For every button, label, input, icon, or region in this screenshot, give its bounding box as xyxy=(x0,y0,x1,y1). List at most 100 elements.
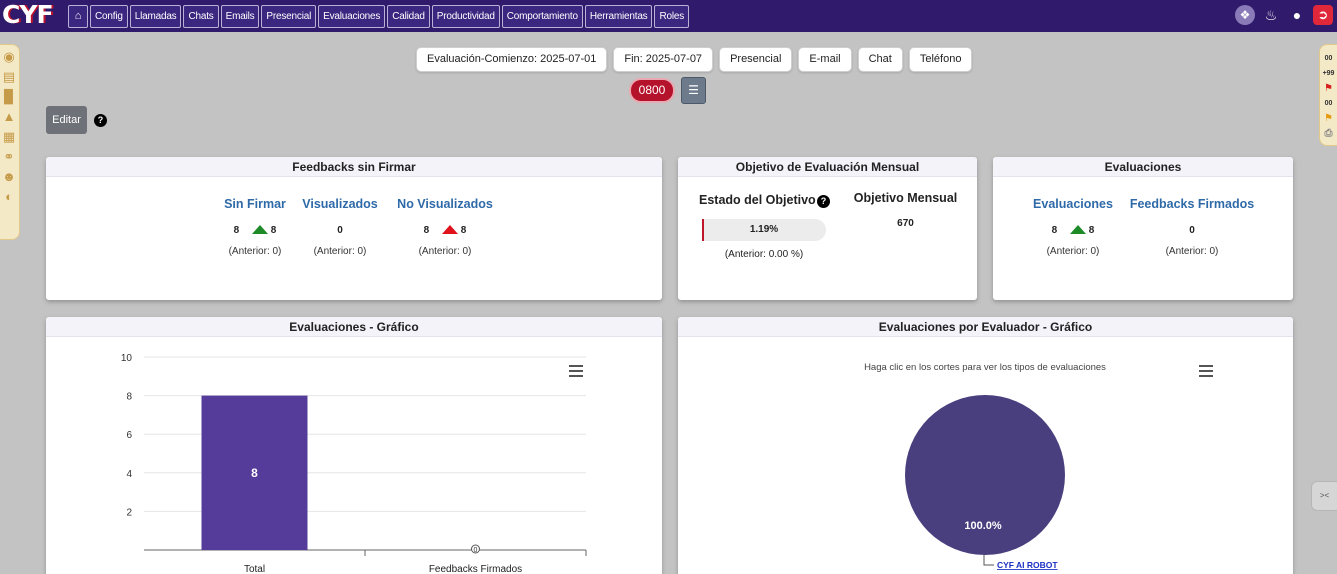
chat-bubbles-icon[interactable]: ❖ xyxy=(1235,5,1255,25)
0800-button[interactable]: 0800 xyxy=(629,78,675,103)
metric-no-visualizados: No Visualizados 8 8 (Anterior: 0) xyxy=(395,197,495,257)
metric-value: 0 xyxy=(1189,225,1195,236)
metric-value: 8 8 xyxy=(1028,225,1118,236)
progress-label: 1.19% xyxy=(749,224,779,235)
channel-filter-email[interactable]: E-mail xyxy=(798,47,852,72)
y-tick-label: 8 xyxy=(126,392,132,403)
nav-item-llamadas[interactable]: Llamadas xyxy=(129,5,182,28)
zero-value-marker xyxy=(471,544,480,554)
headset-icon[interactable]: ⚭ xyxy=(3,149,15,164)
channel-filter-chat[interactable]: Chat xyxy=(857,47,903,72)
speech-bubble-icon[interactable]: ◉ xyxy=(3,49,15,64)
red-flag-icon[interactable]: ⚑ xyxy=(1324,83,1333,94)
bar-data-label: 8 xyxy=(251,466,258,480)
objetivo-mensual-value: 670 xyxy=(897,218,914,229)
metric-number: 8 xyxy=(423,225,430,236)
home-icon[interactable]: ⌂ xyxy=(68,5,88,28)
metric-visualizados: Visualizados 0 (Anterior: 0) xyxy=(300,197,380,257)
metric-previous: (Anterior: 0) xyxy=(1046,246,1100,257)
progress-fill xyxy=(702,219,704,241)
card-title: Evaluaciones - Gráfico xyxy=(46,317,662,337)
metric-title[interactable]: No Visualizados xyxy=(397,197,493,211)
counter-value: 00 xyxy=(1324,55,1333,62)
metric-number: 8 xyxy=(1051,225,1058,236)
y-tick-label: 10 xyxy=(121,353,133,364)
bar-chart-card: Evaluaciones - Gráfico 2 4 6 8 10 8 Total 0 Feed… xyxy=(46,317,662,574)
metric-title[interactable]: Evaluaciones xyxy=(1033,197,1113,211)
nav-item-config[interactable]: Config xyxy=(90,5,128,28)
objetivo-card: Objetivo de Evaluación Mensual Estado de… xyxy=(678,157,977,300)
trend-up-icon xyxy=(252,225,268,234)
metric-previous: (Anterior: 0) xyxy=(418,246,472,257)
nav-item-presencial[interactable]: Presencial xyxy=(261,5,317,28)
trend-up-red-icon xyxy=(442,225,458,234)
pie-data-label: 100.0% xyxy=(964,520,1002,532)
help-icon[interactable]: ? xyxy=(94,114,107,127)
metric-feedbacks-firmados: Feedbacks Firmados 0 (Anterior: 0) xyxy=(1127,197,1257,257)
nav-item-chats[interactable]: Chats xyxy=(183,5,219,28)
bar-chart: 2 4 6 8 10 8 Total 0 Feedbacks Firmados xyxy=(121,353,587,574)
bar-1 xyxy=(201,395,308,550)
metric-evaluaciones: Evaluaciones 8 8 (Anterior: 0) xyxy=(1028,197,1118,257)
orange-flag-icon[interactable]: ⚑ xyxy=(1324,113,1333,124)
pie-connector xyxy=(983,555,994,566)
metric-title[interactable]: Sin Firmar xyxy=(224,197,286,211)
nav-item-emails[interactable]: Emails xyxy=(220,5,260,28)
bar-data-label: 0 xyxy=(474,547,478,554)
y-tick-label: 2 xyxy=(126,507,132,518)
list-view-icon[interactable]: ☰ xyxy=(681,77,706,104)
date-end-filter[interactable]: Fin: 2025-07-07 xyxy=(613,47,714,72)
metric-value: 8 8 xyxy=(395,225,495,236)
user-icon[interactable]: ● xyxy=(1292,7,1302,23)
palette-icon[interactable]: ◐ xyxy=(5,189,13,204)
nav-item-evaluaciones[interactable]: Evaluaciones xyxy=(318,5,386,28)
collapse-side-tab[interactable]: >< xyxy=(1311,481,1337,511)
nav-item-herramientas[interactable]: Herramientas xyxy=(584,5,653,28)
org-chart-icon[interactable]: ▲ xyxy=(2,109,16,124)
counter-value-flag: 00 xyxy=(1324,100,1333,107)
nav-item-comportamiento[interactable]: Comportamiento xyxy=(501,5,583,28)
top-right-actions: ❖ ♨ ● ➲ xyxy=(1235,5,1333,25)
metric-previous: (Anterior: 0) xyxy=(313,246,367,257)
edit-button[interactable]: Editar xyxy=(46,106,87,134)
metric-title[interactable]: Feedbacks Firmados xyxy=(1129,197,1255,211)
channel-filter-presencial[interactable]: Presencial xyxy=(719,47,793,72)
y-tick-label: 6 xyxy=(126,430,132,441)
calendar-icon[interactable]: ▦ xyxy=(2,129,16,144)
nav-item-calidad[interactable]: Calidad xyxy=(387,5,430,28)
metric-delta: 8 xyxy=(1088,225,1095,236)
pie-slice-label-link[interactable]: CYF AI ROBOT xyxy=(997,560,1058,570)
chart-menu-icon[interactable] xyxy=(569,365,583,377)
chart-subtitle: Haga clic en los cortes para ver los tip… xyxy=(864,362,1106,373)
main-nav: ⌂ Config Llamadas Chats Emails Presencia… xyxy=(68,5,690,28)
bar-chart-icon[interactable]: ▉ xyxy=(4,89,14,104)
logout-icon[interactable]: ➲ xyxy=(1313,5,1333,25)
metric-previous: (Anterior: 0) xyxy=(228,246,282,257)
metric-delta: 8 xyxy=(270,225,277,236)
objective-progress-bar: 1.19% xyxy=(702,219,826,241)
objetivo-mensual-title: Objetivo Mensual xyxy=(853,191,958,205)
metric-title[interactable]: Visualizados xyxy=(302,197,378,211)
top-nav-bar: CYF ⌂ Config Llamadas Chats Emails Prese… xyxy=(0,0,1337,32)
printer-icon[interactable]: ⎙ xyxy=(1324,128,1333,139)
card-title: Evaluaciones por Evaluador - Gráfico xyxy=(678,317,1293,337)
list-table-icon[interactable]: ▤ xyxy=(2,69,16,84)
y-tick-label: 4 xyxy=(126,469,132,480)
card-title: Evaluaciones xyxy=(993,157,1293,177)
app-logo[interactable]: CYF xyxy=(2,0,54,29)
chart-menu-icon[interactable] xyxy=(1199,365,1213,377)
channel-filter-telefono[interactable]: Teléfono xyxy=(908,47,973,72)
help-icon[interactable]: ? xyxy=(817,195,830,208)
nav-item-productividad[interactable]: Productividad xyxy=(431,5,500,28)
bell-icon[interactable]: ♨ xyxy=(1264,7,1278,23)
metric-sin-firmar: Sin Firmar 8 8 (Anterior: 0) xyxy=(210,197,300,257)
date-start-filter[interactable]: Evaluación-Comienzo: 2025-07-01 xyxy=(416,47,608,72)
nav-item-roles[interactable]: Roles xyxy=(654,5,690,28)
user-gear-icon[interactable]: ☻ xyxy=(2,169,16,184)
metric-delta: 8 xyxy=(460,225,467,236)
pie-chart-card: Evaluaciones por Evaluador - Gráfico Hag… xyxy=(678,317,1293,574)
x-category-label: Feedbacks Firmados xyxy=(429,564,522,574)
feedbacks-card: Feedbacks sin Firmar Sin Firmar 8 8 (Ant… xyxy=(46,157,662,300)
metric-number: 8 xyxy=(233,225,240,236)
pie-slice xyxy=(905,395,1065,555)
